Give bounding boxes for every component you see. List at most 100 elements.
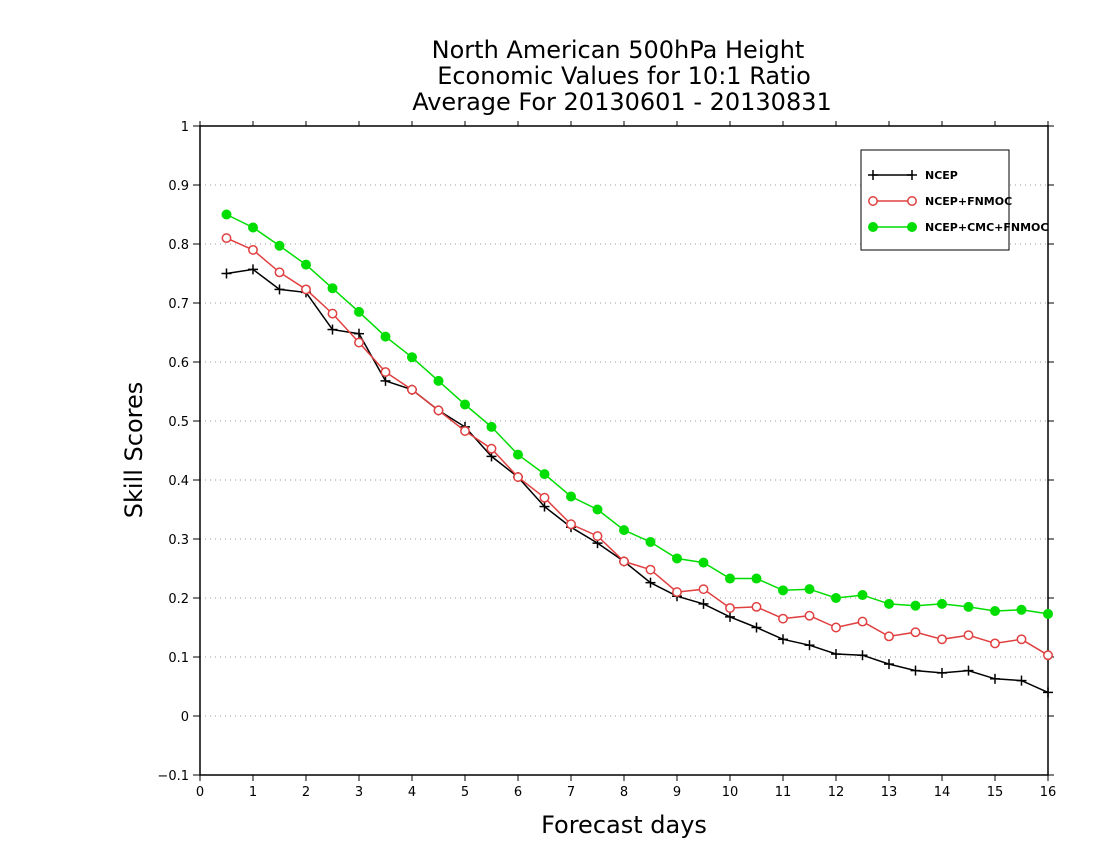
- data-point: [804, 610, 815, 621]
- x-axis-title: Forecast days: [541, 811, 707, 839]
- data-point: [884, 659, 894, 670]
- data-point: [1016, 604, 1027, 615]
- data-point: [778, 585, 788, 596]
- x-tick-label: 5: [461, 785, 469, 800]
- legend-marker: [868, 170, 878, 180]
- data-point: [221, 209, 232, 220]
- y-tick-label: 0: [181, 710, 189, 725]
- legend: NCEP NCEP+FNMOC NCEP+CMC+FNMOC: [860, 149, 1048, 251]
- x-tick-label: 7: [567, 785, 575, 800]
- x-tick-label: 1: [249, 785, 257, 800]
- data-point: [910, 600, 921, 611]
- legend-marker: [907, 170, 917, 180]
- legend-item: NCEP+CMC+FNMOC: [868, 221, 1048, 234]
- legend-box: [860, 149, 1010, 251]
- data-point: [486, 421, 497, 432]
- data-point: [539, 492, 550, 503]
- data-point: [672, 587, 682, 598]
- data-point: [248, 222, 258, 233]
- data-point: [963, 630, 974, 641]
- data-point: [486, 443, 497, 454]
- data-point: [221, 233, 232, 244]
- data-point: [725, 611, 735, 622]
- data-point: [407, 384, 417, 395]
- data-point: [698, 584, 709, 595]
- chart-title-line-1: North American 500hPa Height: [432, 36, 805, 64]
- data-point: [513, 472, 523, 482]
- data-point: [751, 573, 762, 584]
- data-point: [990, 605, 1000, 616]
- chart-title: North American 500hPa Height Economic Va…: [412, 36, 832, 116]
- data-point: [327, 324, 338, 335]
- y-tick-label: 0.6: [168, 356, 189, 371]
- data-point: [831, 622, 841, 633]
- data-point: [645, 577, 656, 588]
- chart-title-line-3: Average For 20130601 - 20130831: [412, 88, 832, 116]
- y-tick-label: 1: [181, 120, 189, 135]
- data-point: [645, 536, 656, 547]
- series-line: [226, 213, 1049, 615]
- data-point: [380, 375, 391, 386]
- y-tick-label: 0.4: [168, 474, 189, 489]
- data-point: [725, 573, 735, 584]
- legend-label: NCEP+CMC+FNMOC: [925, 221, 1048, 234]
- data-point: [831, 649, 841, 660]
- data-point: [433, 405, 444, 416]
- data-point: [698, 557, 709, 568]
- series-1: [221, 233, 1053, 661]
- x-tick-label: 12: [828, 785, 845, 800]
- x-axis: 0 1 2 3 4 5 6 7 8 9 10 11 12 13 14 15 16: [196, 121, 1056, 800]
- data-point: [725, 603, 735, 613]
- grid: [200, 184, 1048, 717]
- x-tick-label: 14: [934, 785, 951, 800]
- x-tick-label: 15: [987, 785, 1004, 800]
- data-point: [460, 399, 470, 410]
- x-tick-label: 16: [1040, 785, 1057, 800]
- data-point: [274, 240, 285, 251]
- y-axis: −0.1 0 0.1 0.2 0.3 0.4 0.5 0.6 0.7 0.8 0.9 1: [157, 120, 1054, 784]
- y-tick-label: 0.5: [168, 415, 189, 430]
- x-tick-label: 10: [722, 785, 739, 800]
- x-tick-label: 9: [673, 785, 681, 800]
- legend-marker: [907, 196, 917, 206]
- data-point: [327, 308, 338, 319]
- data-point: [857, 616, 868, 627]
- data-point: [248, 264, 258, 275]
- data-point: [354, 328, 364, 339]
- x-tick-label: 6: [514, 785, 522, 800]
- data-point: [301, 284, 311, 295]
- data-point: [884, 631, 894, 642]
- legend-label: NCEP+FNMOC: [925, 195, 1012, 208]
- data-point: [539, 501, 550, 512]
- legend-label: NCEP: [925, 169, 958, 182]
- data-point: [937, 598, 947, 609]
- y-axis-title: Skill Scores: [120, 382, 148, 519]
- x-tick-label: 4: [408, 785, 416, 800]
- data-point: [354, 337, 364, 348]
- y-tick-label: 0.7: [168, 297, 189, 312]
- data-point: [990, 673, 1000, 684]
- legend-marker: [868, 196, 878, 206]
- x-tick-label: 0: [196, 785, 204, 800]
- data-point: [778, 634, 788, 645]
- x-tick-label: 11: [775, 785, 792, 800]
- data-point: [804, 640, 815, 651]
- data-point: [1016, 634, 1027, 645]
- data-point: [831, 593, 841, 603]
- x-tick-label: 8: [620, 785, 628, 800]
- data-point: [751, 622, 762, 633]
- data-point: [592, 504, 603, 515]
- data-point: [804, 584, 815, 595]
- data-point: [460, 426, 470, 436]
- data-point: [619, 556, 629, 567]
- y-tick-label: 0.8: [168, 238, 189, 253]
- data-point: [857, 650, 868, 661]
- data-point: [592, 531, 603, 541]
- y-tick-label: 0.1: [168, 651, 189, 666]
- data-point: [1043, 650, 1053, 661]
- data-point: [380, 367, 391, 377]
- data-point: [274, 284, 285, 295]
- data-point: [354, 306, 364, 317]
- legend-item: NCEP: [868, 169, 958, 182]
